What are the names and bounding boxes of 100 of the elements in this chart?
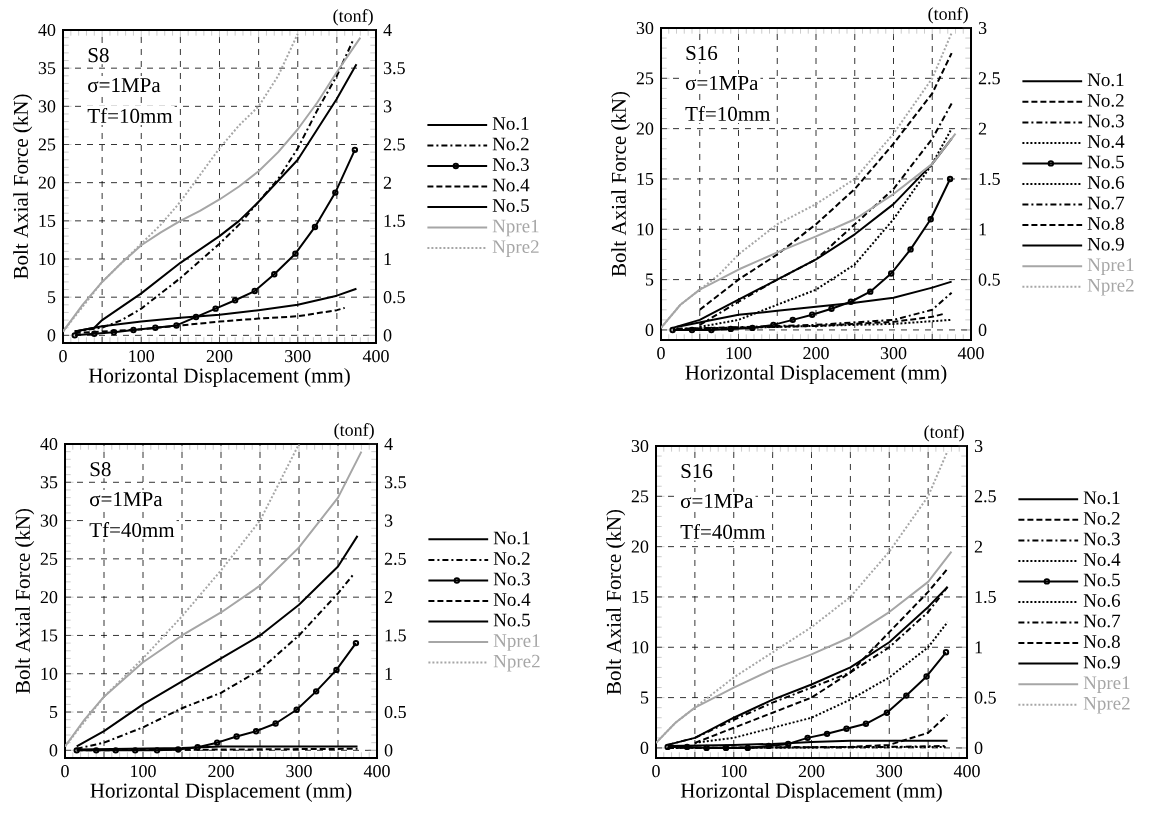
y-tick-label: 20	[631, 540, 649, 553]
y2-tick-label: 2	[978, 122, 987, 135]
legend-label: No.9	[1087, 237, 1124, 251]
legend-label: No.4	[1087, 135, 1125, 148]
y-tick-label: 35	[38, 62, 56, 75]
y2-tick-label: 0.5	[978, 273, 1000, 286]
y-tick-label: 25	[40, 552, 58, 565]
legend-label: No.5	[493, 613, 530, 627]
legend-label: Npre2	[1087, 278, 1134, 296]
y2-tick-label: 1.5	[979, 172, 1000, 186]
y-tick-label: 10	[41, 667, 58, 680]
x-axis-title: Horizontal Displacement (mm)	[90, 782, 352, 802]
y-tick-label: 5	[49, 706, 58, 719]
legend-label: No.2	[1087, 94, 1124, 107]
annotation: S16	[686, 46, 718, 61]
legend-label: Npre1	[1083, 676, 1130, 693]
legend-label: No.5	[1087, 155, 1124, 169]
y2-tick-label: 1	[979, 223, 987, 236]
annotation: σ=1MPa	[680, 493, 754, 509]
x-axis-title: Horizontal Displacement (mm)	[685, 364, 947, 384]
y-axis-title: Bolt Axial Force (kN)	[611, 91, 631, 277]
y2-tick-label: 2.5	[384, 552, 406, 565]
x-tick-label: 200	[206, 350, 233, 363]
y2-tick-label: 3	[383, 100, 392, 113]
legend-label: No.7	[1087, 196, 1125, 210]
y-tick-label: 40	[38, 23, 56, 37]
y-tick-label: 0	[49, 744, 58, 757]
y-tick-label: 30	[38, 100, 56, 113]
legend-label: No.8	[1083, 635, 1120, 649]
y-axis-title: Bolt Axial Force (kN)	[606, 509, 626, 695]
y-tick-label: 0	[47, 329, 56, 342]
y-tick-label: 35	[40, 476, 58, 489]
y-tick-label: 5	[640, 691, 649, 704]
x-tick-label: 300	[876, 765, 903, 778]
x-tick-label: 0	[657, 347, 665, 360]
y-tick-label: 25	[636, 72, 654, 85]
y-tick-label: 30	[636, 21, 654, 35]
legend-label: Npre2	[492, 240, 539, 257]
y2-tick-label: 0	[383, 329, 392, 342]
x-axis-title: Horizontal Displacement (mm)	[680, 782, 942, 802]
legend-label: No.1	[1083, 491, 1120, 505]
y-axis-title: Bolt Axial Force (kN)	[15, 508, 35, 694]
y2-tick-label: 2	[383, 176, 392, 189]
legend-label: No.3	[1083, 532, 1120, 546]
legend-label: No.1	[1087, 73, 1124, 87]
y-tick-label: 10	[637, 223, 654, 236]
y2-tick-label: 2.5	[383, 138, 405, 151]
x-tick-label: 0	[59, 350, 67, 363]
x-tick-label: 300	[286, 765, 312, 778]
legend-label: No.5	[492, 199, 529, 213]
legend-label: No.2	[493, 552, 530, 566]
legend-label: No.3	[1087, 114, 1124, 128]
y2-axis-title: (tonf)	[928, 7, 968, 24]
y-tick-label: 30	[40, 514, 58, 527]
x-tick-label: 400	[953, 765, 980, 778]
annotation: Tf=40mm	[89, 522, 175, 538]
annotation: Tf=40mm	[680, 524, 766, 539]
y-tick-label: 0	[640, 741, 649, 755]
y2-tick-label: 0	[384, 744, 393, 757]
legend-label: No.5	[1083, 573, 1120, 587]
y2-tick-label: 0	[974, 741, 983, 755]
y2-tick-label: 2.5	[978, 72, 1000, 85]
y2-tick-label: 1	[385, 667, 393, 680]
annotation: Tf=10mm	[685, 106, 771, 121]
y2-tick-label: 0.5	[384, 705, 406, 719]
y2-axis-title: (tonf)	[924, 425, 964, 442]
y-tick-label: 25	[631, 490, 649, 503]
legend-label: No.1	[492, 117, 529, 130]
x-tick-label: 200	[803, 347, 829, 360]
x-tick-label: 400	[363, 765, 390, 778]
y-tick-label: 5	[47, 291, 56, 304]
legend-label: No.3	[492, 158, 529, 172]
y2-tick-label: 3	[974, 439, 983, 453]
legend-label: No.1	[493, 531, 530, 545]
x-tick-label: 100	[721, 765, 747, 778]
y-tick-label: 40	[40, 437, 58, 451]
y2-tick-label: 4	[383, 24, 392, 36]
annotation: S8	[90, 462, 111, 477]
y2-tick-label: 3	[384, 514, 393, 527]
legend-label: No.3	[493, 572, 530, 586]
y2-tick-label: 3.5	[384, 476, 406, 489]
y-tick-label: 0	[645, 323, 654, 337]
x-tick-label: 100	[726, 347, 752, 360]
y2-tick-label: 4	[384, 438, 393, 450]
y-tick-label: 30	[631, 439, 649, 453]
legend-label: No.2	[1083, 512, 1120, 525]
annotation: S8	[88, 48, 109, 63]
y2-tick-label: 2	[974, 540, 983, 553]
legend-label: Npre1	[1087, 258, 1134, 275]
y2-tick-label: 2.5	[974, 490, 996, 503]
annotation: σ=1MPa	[90, 492, 163, 507]
annotation: σ=1MPa	[88, 78, 161, 93]
x-axis-title: Horizontal Displacement (mm)	[88, 367, 350, 387]
x-tick-label: 300	[880, 347, 907, 360]
y-tick-label: 15	[632, 590, 649, 603]
legend-label: Npre1	[493, 634, 540, 651]
x-tick-label: 400	[957, 347, 984, 360]
legend-label: No.7	[1083, 614, 1121, 628]
legend-label: No.6	[1083, 594, 1121, 607]
x-tick-label: 200	[208, 765, 234, 778]
